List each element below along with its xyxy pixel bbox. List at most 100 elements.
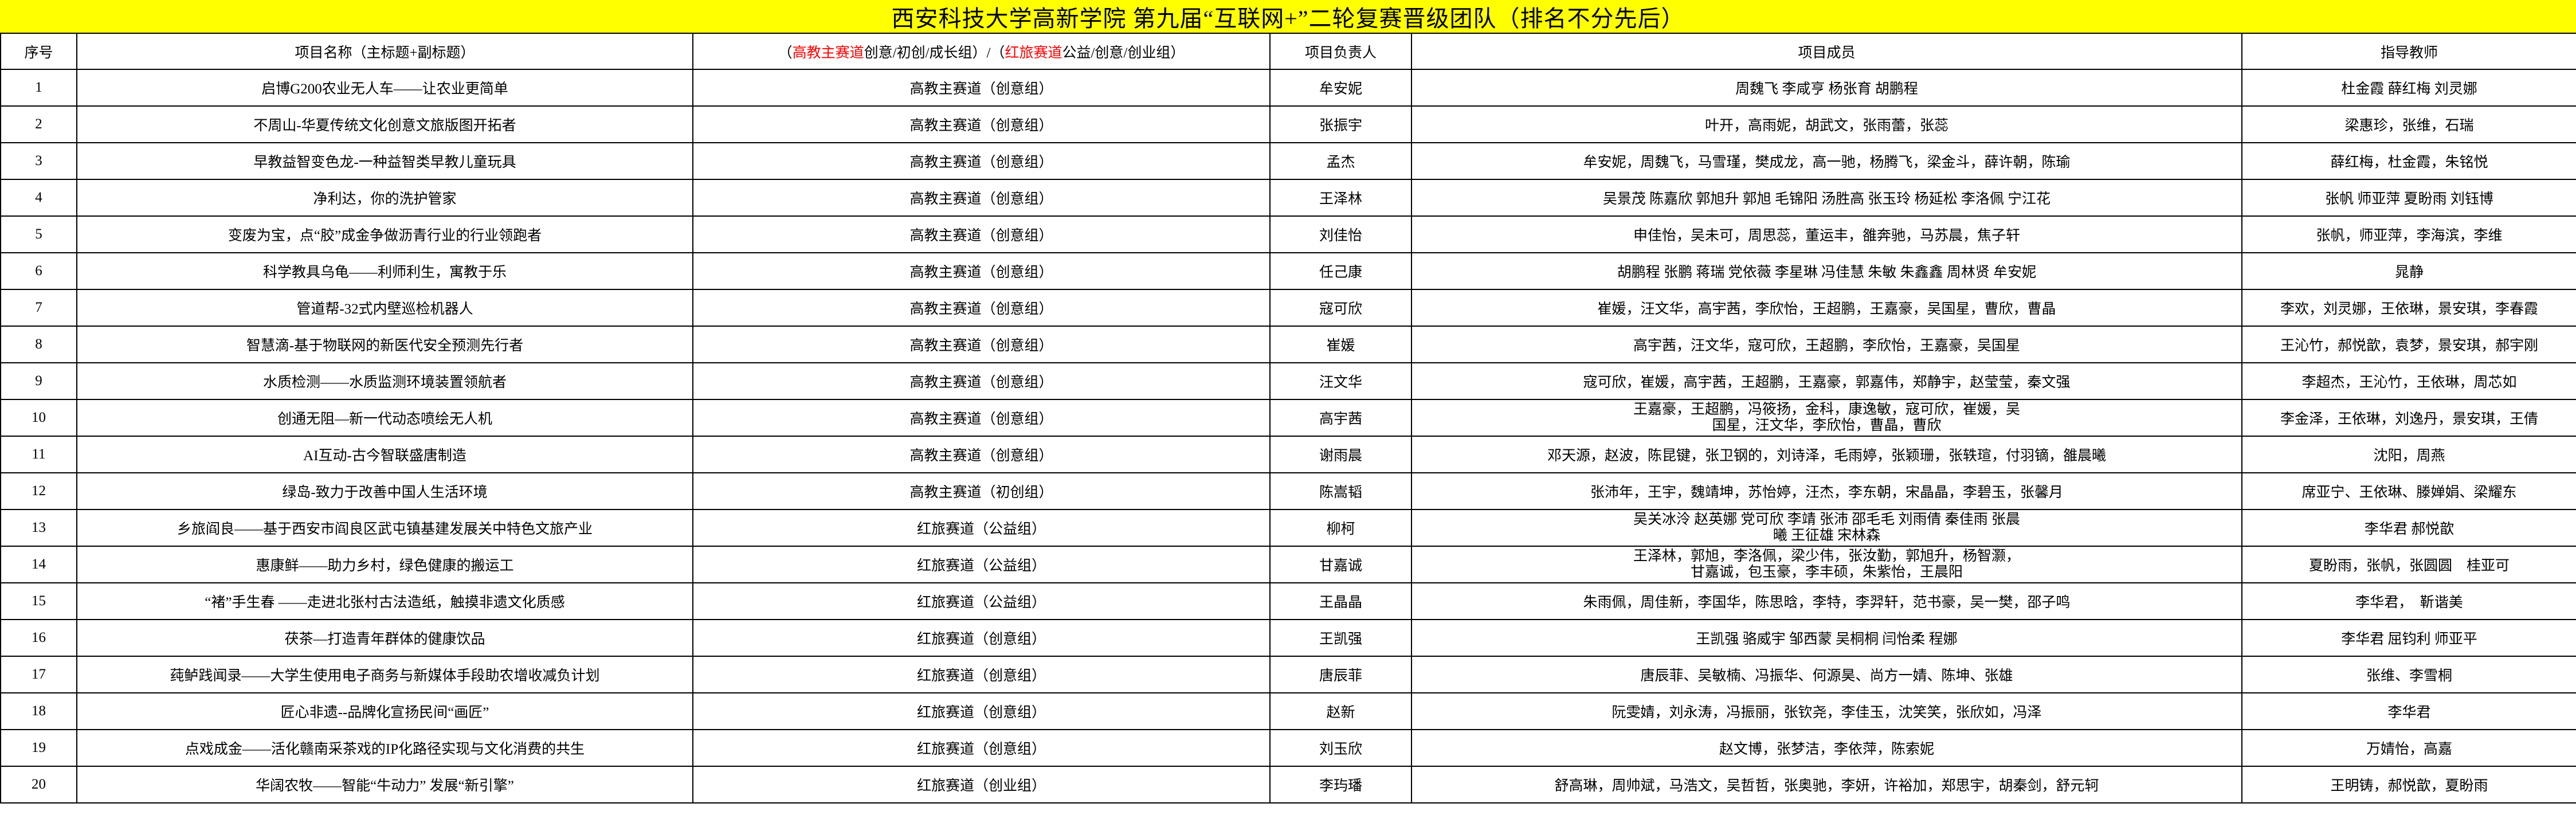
- members-cell: 王凯强 骆威宇 邹西蒙 吴桐桐 闫怡柔 程娜: [1411, 619, 2242, 657]
- track-cell: 红旅赛道（公益组）: [692, 546, 1271, 583]
- index-cell: 20: [0, 766, 77, 804]
- project-name-cell: 华阔农牧——智能“牛动力” 发展“新引擎”: [76, 766, 693, 804]
- project-name-cell: 茯茶—打造青年群体的健康饮品: [76, 619, 693, 657]
- header-track-part: 创意/初创/成长组）/（: [864, 45, 1005, 61]
- advisors-cell: 李金泽，王依琳，刘逸丹，景安琪，王倩: [2241, 399, 2576, 437]
- members-cell: 王嘉豪，王超鹏，冯筱扬，金科，康逸敏，寇可欣，崔媛，吴国星，汪文华，李欣怡，曹晶…: [1411, 399, 2242, 437]
- members-cell: 崔媛，汪文华，高宇茜，李欣怡，王超鹏，王嘉豪，吴国星，曹欣，曹晶: [1411, 289, 2242, 327]
- leader-cell: 牟安妮: [1269, 69, 1412, 107]
- members-cell: 周魏飞 李咸亨 杨张育 胡鹏程: [1411, 69, 2242, 107]
- index-cell: 18: [0, 692, 77, 730]
- track-cell: 高教主赛道（创意组）: [692, 326, 1271, 363]
- project-name-cell: 创通无阻—新一代动态喷绘无人机: [76, 399, 693, 437]
- track-cell: 高教主赛道（创意组）: [692, 252, 1271, 290]
- table-row: 17 莼鲈践闻录——大学生使用电子商务与新媒体手段助农增收减负计划 红旅赛道（创意组…: [0, 656, 2576, 693]
- members-cell: 张沛年，王宇，魏靖坤，苏怡婷，汪杰，李东朝，宋晶晶，李碧玉，张馨月: [1411, 472, 2242, 510]
- advisors-cell: 李超杰，王沁竹，王依琳，周芯如: [2241, 362, 2576, 400]
- advisors-cell: 李欢，刘灵娜，王依琳，景安琪，李春霞: [2241, 289, 2576, 327]
- header-leader: 项目负责人: [1269, 33, 1412, 70]
- index-cell: 4: [0, 179, 77, 217]
- members-cell: 王泽林，郭旭，李洛佩，梁少伟，张汝勤，郭旭升，杨智灏，甘嘉诚，包玉豪，李丰硕，朱…: [1411, 546, 2242, 583]
- track-cell: 红旅赛道（创意组）: [692, 692, 1271, 730]
- leader-cell: 崔媛: [1269, 326, 1412, 363]
- table-row: 2 不周山-华夏传统文化创意文旅版图开拓者 高教主赛道（创意组） 张振宇 叶开，高雨妮，…: [0, 105, 2576, 143]
- advisors-cell: 李华君， 靳谐美: [2241, 582, 2576, 620]
- header-track-part: 公益/创意/创业组）: [1062, 45, 1185, 61]
- index-cell: 14: [0, 546, 77, 583]
- project-name-cell: 启博G200农业无人车——让农业更简单: [76, 69, 693, 107]
- leader-cell: 汪文华: [1269, 362, 1412, 400]
- advisors-cell: 张帆，师亚萍，李海滨，李维: [2241, 215, 2576, 253]
- track-cell: 红旅赛道（创意组）: [692, 729, 1271, 767]
- members-cell: 吴关冰泠 赵英娜 党可欣 李靖 张沛 邵毛毛 刘雨倩 秦佳雨 张晨曦 王征雄 宋…: [1411, 509, 2242, 547]
- header-track-highlight: 高教主赛道: [792, 45, 864, 61]
- table-row: 16 茯茶—打造青年群体的健康饮品 红旅赛道（创意组） 王凯强 王凯强 骆威宇 邹西蒙 …: [0, 619, 2576, 657]
- index-cell: 2: [0, 105, 77, 143]
- leader-cell: 王凯强: [1269, 619, 1412, 657]
- index-cell: 3: [0, 142, 77, 180]
- table-row: 7 管道帮-32式内壁巡检机器人 高教主赛道（创意组） 寇可欣 崔媛，汪文华，高宇茜，李…: [0, 289, 2576, 327]
- index-cell: 8: [0, 326, 77, 363]
- advisors-cell: 李华君 屈钧利 师亚平: [2241, 619, 2576, 657]
- header-track: （高教主赛道创意/初创/成长组）/（红旅赛道公益/创意/创业组）: [692, 33, 1271, 70]
- index-cell: 15: [0, 582, 77, 620]
- header-project: 项目名称（主标题+副标题）: [76, 33, 693, 70]
- table-row: 12 绿岛-致力于改善中国人生活环境 高教主赛道（初创组） 陈嵩韬 张沛年，王宇，魏靖坤…: [0, 472, 2576, 510]
- table-row: 4 净利达，你的洗护管家 高教主赛道（创意组） 王泽林 吴景茂 陈嘉欣 郭旭升 郭旭 毛…: [0, 179, 2576, 217]
- track-cell: 高教主赛道（创意组）: [692, 179, 1271, 217]
- project-name-cell: 变废为宝，点“胶”成金争做沥青行业的行业领跑者: [76, 215, 693, 253]
- leader-cell: 唐辰菲: [1269, 656, 1412, 693]
- table-row: 9 水质检测——水质监测环境装置领航者 高教主赛道（创意组） 汪文华 寇可欣，崔媛，高宇…: [0, 362, 2576, 400]
- table-row: 15 “褚”手生春 ——走进北张村古法造纸，触摸非遗文化质感 红旅赛道（公益组） 王晶…: [0, 582, 2576, 620]
- leader-cell: 王泽林: [1269, 179, 1412, 217]
- table-row: 8 智慧滴-基于物联网的新医代安全预测先行者 高教主赛道（创意组） 崔媛 高宇茜，汪文华…: [0, 326, 2576, 363]
- project-name-cell: 智慧滴-基于物联网的新医代安全预测先行者: [76, 326, 693, 363]
- index-cell: 19: [0, 729, 77, 767]
- track-cell: 高教主赛道（创意组）: [692, 142, 1271, 180]
- advisors-cell: 李华君 郝悦歆: [2241, 509, 2576, 547]
- members-cell: 叶开，高雨妮，胡武文，张雨蕾，张蕊: [1411, 105, 2242, 143]
- leader-cell: 张振宇: [1269, 105, 1412, 143]
- track-cell: 红旅赛道（创业组）: [692, 766, 1271, 804]
- advisors-cell: 夏盼雨，张帆，张圆圆 桂亚可: [2241, 546, 2576, 583]
- leader-cell: 谢雨晨: [1269, 436, 1412, 473]
- track-cell: 红旅赛道（创意组）: [692, 656, 1271, 693]
- header-track-highlight: 红旅赛道: [1005, 45, 1062, 61]
- members-cell: 寇可欣，崔媛，高宇茜，王超鹏，王嘉豪，郭嘉伟，郑静宇，赵莹莹，秦文强: [1411, 362, 2242, 400]
- table-row: 20 华阔农牧——智能“牛动力” 发展“新引擎” 红旅赛道（创业组） 李玙璠 舒高琳，周…: [0, 766, 2576, 804]
- members-cell: 赵文博，张梦洁，李依萍，陈索妮: [1411, 729, 2242, 767]
- project-name-cell: 管道帮-32式内壁巡检机器人: [76, 289, 693, 327]
- index-cell: 1: [0, 69, 77, 107]
- leader-cell: 任己康: [1269, 252, 1412, 290]
- leader-cell: 李玙璠: [1269, 766, 1412, 804]
- table-row: 11 AI互动-古今智联盛唐制造 高教主赛道（创意组） 谢雨晨 邓天源，赵波，陈昆键，张…: [0, 436, 2576, 473]
- table-row: 10 创通无阻—新一代动态喷绘无人机 高教主赛道（创意组） 高宇茜 王嘉豪，王超鹏，冯筱…: [0, 399, 2576, 437]
- members-cell: 申佳怡，吴未可，周思蕊，董运丰，雒奔驰，马苏晨，焦子轩: [1411, 215, 2242, 253]
- index-cell: 10: [0, 399, 77, 437]
- advisors-cell: 张维、李雪桐: [2241, 656, 2576, 693]
- leader-cell: 高宇茜: [1269, 399, 1412, 437]
- index-cell: 5: [0, 215, 77, 253]
- header-index: 序号: [0, 33, 77, 70]
- advisors-cell: 梁惠珍，张维，石瑞: [2241, 105, 2576, 143]
- advisors-cell: 薛红梅，杜金霞，朱铭悦: [2241, 142, 2576, 180]
- project-name-cell: 莼鲈践闻录——大学生使用电子商务与新媒体手段助农增收减负计划: [76, 656, 693, 693]
- leader-cell: 王晶晶: [1269, 582, 1412, 620]
- leader-cell: 陈嵩韬: [1269, 472, 1412, 510]
- members-cell: 高宇茜，汪文华，寇可欣，王超鹏，李欣怡，王嘉豪，吴国星: [1411, 326, 2242, 363]
- track-cell: 高教主赛道（创意组）: [692, 436, 1271, 473]
- index-cell: 7: [0, 289, 77, 327]
- table-row: 19 点戏成金——活化赣南采茶戏的IP化路径实现与文化消费的共生 红旅赛道（创意组）…: [0, 729, 2576, 767]
- header-row: 序号 项目名称（主标题+副标题） （高教主赛道创意/初创/成长组）/（红旅赛道公…: [0, 33, 2576, 70]
- leader-cell: 孟杰: [1269, 142, 1412, 180]
- track-cell: 红旅赛道（创意组）: [692, 619, 1271, 657]
- leader-cell: 甘嘉诚: [1269, 546, 1412, 583]
- advisors-cell: 张帆 师亚萍 夏盼雨 刘钰博: [2241, 179, 2576, 217]
- header-track-part: （: [778, 45, 793, 61]
- project-name-cell: 早教益智变色龙-一种益智类早教儿童玩具: [76, 142, 693, 180]
- members-cell: 唐辰菲、吴敏楠、冯振华、何源昊、尚方一婧、陈坤、张雄: [1411, 656, 2242, 693]
- sheet-title: 西安科技大学高新学院 第九届“互联网+”二轮复赛晋级团队（排名不分先后）: [0, 0, 2576, 33]
- track-cell: 高教主赛道（创意组）: [692, 399, 1271, 437]
- advisors-cell: 王明铸，郝悦歆，夏盼雨: [2241, 766, 2576, 804]
- leader-cell: 刘佳怡: [1269, 215, 1412, 253]
